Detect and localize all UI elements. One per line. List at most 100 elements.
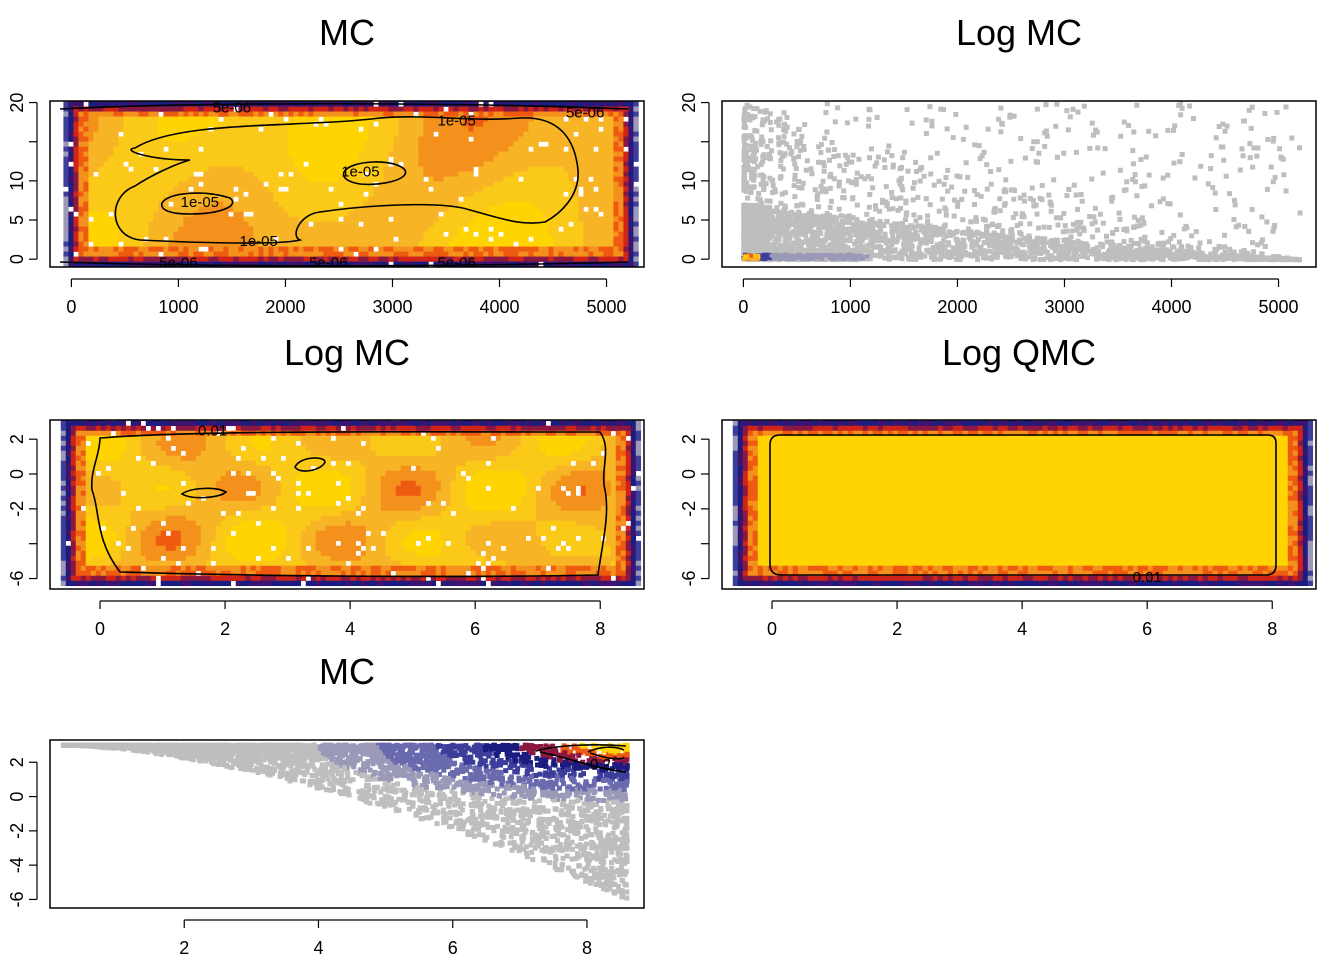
scatter-point: [378, 236, 384, 242]
scatter-point: [303, 136, 309, 142]
scatter-point: [533, 216, 539, 222]
scatter-point: [628, 106, 634, 112]
scatter-point: [403, 126, 409, 132]
scatter-point: [388, 231, 394, 237]
scatter-point: [618, 136, 624, 142]
scatter-point: [288, 201, 294, 207]
scatter-point: [248, 251, 254, 257]
scatter-point: [413, 246, 419, 252]
scatter-point: [208, 186, 214, 192]
scatter-point: [633, 166, 639, 172]
scatter-point: [553, 216, 559, 222]
scatter-point: [588, 116, 594, 122]
scatter-point: [573, 256, 579, 262]
scatter-point: [423, 161, 429, 167]
scatter-point: [433, 161, 439, 167]
scatter-point: [1081, 245, 1087, 251]
scatter-point: [418, 156, 424, 162]
scatter-point: [228, 236, 234, 242]
scatter-point: [900, 187, 906, 193]
scatter-point: [93, 141, 99, 147]
scatter-point: [168, 171, 174, 177]
scatter-point: [343, 151, 349, 157]
scatter-point: [168, 221, 174, 227]
scatter-point: [248, 236, 254, 242]
scatter-point: [123, 151, 129, 157]
scatter-point: [916, 223, 922, 229]
scatter-point: [453, 126, 459, 132]
scatter-point: [123, 186, 129, 192]
scatter-point: [223, 146, 229, 152]
scatter-point: [278, 181, 284, 187]
scatter-point: [917, 178, 923, 184]
scatter-point: [273, 221, 279, 227]
scatter-point: [148, 101, 154, 107]
scatter-point: [458, 201, 464, 207]
scatter-point: [253, 246, 259, 252]
scatter-point: [308, 181, 314, 187]
scatter-point: [473, 161, 479, 167]
scatter-point: [1116, 256, 1122, 262]
scatter-point: [538, 231, 544, 237]
scatter-point: [98, 256, 104, 262]
scatter-point: [123, 251, 129, 257]
scatter-point: [588, 261, 594, 267]
scatter-point: [178, 186, 184, 192]
scatter-point: [203, 146, 209, 152]
scatter-point: [263, 116, 269, 122]
scatter-point: [593, 181, 599, 187]
scatter-point: [108, 241, 114, 247]
scatter-point: [213, 136, 219, 142]
scatter-point: [98, 161, 104, 167]
scatter-point: [163, 251, 169, 257]
scatter-point: [578, 196, 584, 202]
scatter-point: [343, 126, 349, 132]
scatter-point: [248, 246, 254, 252]
scatter-point: [78, 251, 84, 257]
scatter-point: [413, 121, 419, 127]
scatter-point: [88, 261, 94, 267]
scatter-point: [453, 216, 459, 222]
scatter-point: [618, 121, 624, 127]
scatter-point: [468, 121, 474, 127]
scatter-point: [368, 146, 374, 152]
scatter-point: [553, 126, 559, 132]
scatter-point: [423, 146, 429, 152]
contour-label: 5e-06: [566, 105, 604, 122]
scatter-point: [548, 201, 554, 207]
scatter-point: [563, 121, 569, 127]
scatter-point: [473, 211, 479, 217]
scatter-point: [842, 243, 848, 249]
scatter-point: [268, 256, 274, 262]
scatter-point: [263, 176, 269, 182]
scatter-point: [493, 221, 499, 227]
scatter-point: [208, 121, 214, 127]
scatter-point: [273, 136, 279, 142]
scatter-point: [323, 136, 329, 142]
scatter-point: [383, 216, 389, 222]
scatter-point: [533, 156, 539, 162]
scatter-point: [523, 181, 529, 187]
scatter-point: [483, 171, 489, 177]
scatter-point: [398, 206, 404, 212]
scatter-point: [463, 216, 469, 222]
scatter-point: [975, 251, 981, 257]
scatter-point: [568, 256, 574, 262]
scatter-point: [368, 251, 374, 257]
scatter-point: [488, 151, 494, 157]
scatter-point: [628, 146, 634, 152]
scatter-point: [178, 111, 184, 117]
scatter-point: [328, 111, 334, 117]
scatter-point: [855, 236, 861, 242]
scatter-point: [438, 241, 444, 247]
scatter-point: [283, 156, 289, 162]
scatter-point: [108, 246, 114, 252]
scatter-point: [63, 206, 69, 212]
scatter-point: [113, 146, 119, 152]
scatter-point: [278, 231, 284, 237]
scatter-point: [293, 236, 299, 242]
scatter-point: [543, 241, 549, 247]
scatter-point: [353, 191, 359, 197]
scatter-point: [403, 181, 409, 187]
scatter-point: [68, 156, 74, 162]
